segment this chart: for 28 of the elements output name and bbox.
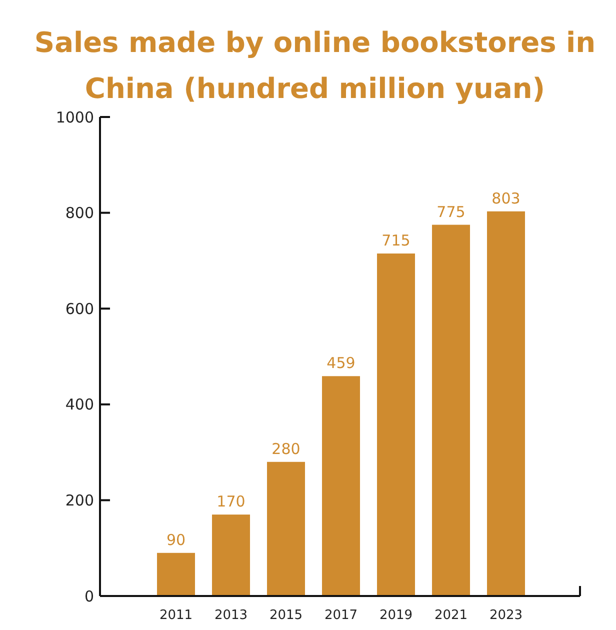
x-tick-label: 2011 — [159, 608, 193, 623]
bar — [377, 254, 415, 596]
bar — [487, 211, 525, 596]
x-tick-label: 2023 — [489, 608, 523, 623]
y-tick-label: 600 — [65, 300, 94, 318]
x-tick-label: 2019 — [379, 608, 413, 623]
data-label: 280 — [272, 440, 300, 458]
data-label: 775 — [436, 202, 466, 221]
data-label: 715 — [382, 232, 410, 250]
x-tick-label: 2015 — [269, 608, 303, 623]
chart-title: Sales made by online bookstores in China (hundred million yuan) — [34, 26, 596, 105]
y-tick-label: 1000 — [56, 108, 94, 126]
x-tick-label: 2013 — [214, 608, 248, 623]
bar — [212, 514, 250, 596]
x-tick-label: 2021 — [434, 608, 468, 623]
data-label: 90 — [166, 530, 186, 549]
data-label: 170 — [216, 492, 246, 511]
bar — [157, 552, 195, 596]
y-tick-label: 400 — [65, 396, 94, 414]
y-tick-label: 0 — [84, 587, 94, 606]
x-tick-label: 2017 — [324, 608, 358, 623]
bar — [267, 462, 305, 596]
data-label: 803 — [492, 189, 520, 208]
y-tick-label: 200 — [65, 491, 94, 510]
bar — [322, 376, 360, 596]
y-tick-label: 800 — [65, 204, 94, 222]
bar — [432, 224, 470, 596]
data-label: 459 — [326, 354, 356, 372]
